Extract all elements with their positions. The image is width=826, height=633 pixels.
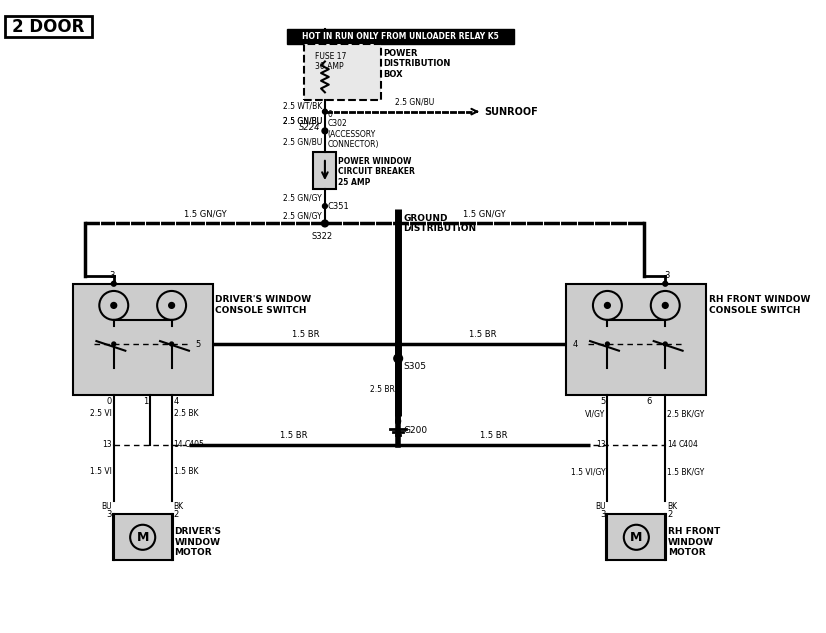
Text: RH FRONT WINDOW
CONSOLE SWITCH: RH FRONT WINDOW CONSOLE SWITCH — [709, 295, 810, 315]
Text: 2: 2 — [173, 510, 178, 518]
Text: HOT IN RUN ONLY FROM UNLOADER RELAY K5: HOT IN RUN ONLY FROM UNLOADER RELAY K5 — [302, 32, 499, 41]
Text: VI/GY: VI/GY — [586, 410, 605, 418]
Circle shape — [111, 303, 116, 308]
Bar — [313, 152, 336, 189]
Bar — [113, 514, 173, 560]
Circle shape — [394, 354, 402, 363]
Text: 4: 4 — [572, 340, 578, 349]
Text: BU: BU — [102, 502, 112, 511]
Circle shape — [396, 418, 401, 423]
Circle shape — [322, 128, 328, 134]
Text: 2.5 GN/BU: 2.5 GN/BU — [282, 116, 322, 126]
Text: 2.5 BR: 2.5 BR — [370, 385, 396, 394]
Text: C404: C404 — [679, 440, 699, 449]
Text: 1.5 VI/GY: 1.5 VI/GY — [571, 467, 605, 476]
Text: 1.5 GN/GY: 1.5 GN/GY — [463, 210, 506, 218]
Text: C302
(ACCESSORY
CONNECTOR): C302 (ACCESSORY CONNECTOR) — [328, 120, 379, 149]
Text: 2.5 GN/GY: 2.5 GN/GY — [283, 194, 322, 203]
Text: 1.5 GN/GY: 1.5 GN/GY — [183, 210, 226, 218]
Text: 2.5 BK: 2.5 BK — [173, 410, 198, 418]
Text: RH FRONT
WINDOW
MOTOR: RH FRONT WINDOW MOTOR — [668, 527, 720, 557]
Text: POWER
DISTRIBUTION
BOX: POWER DISTRIBUTION BOX — [384, 49, 451, 78]
Circle shape — [605, 342, 610, 346]
Bar — [287, 28, 514, 44]
Text: S322: S322 — [311, 232, 333, 241]
Circle shape — [662, 303, 668, 308]
Text: GROUND
DISTRIBUTION: GROUND DISTRIBUTION — [403, 214, 476, 233]
Text: C351: C351 — [328, 201, 349, 211]
Circle shape — [169, 342, 173, 346]
Text: 3: 3 — [109, 271, 115, 280]
Text: 5: 5 — [601, 396, 605, 406]
Text: 0: 0 — [107, 396, 112, 406]
Circle shape — [169, 303, 174, 308]
Text: 1.5 BR: 1.5 BR — [292, 330, 319, 339]
Text: S305: S305 — [403, 362, 426, 372]
Text: DRIVER'S WINDOW
CONSOLE SWITCH: DRIVER'S WINDOW CONSOLE SWITCH — [216, 295, 311, 315]
Circle shape — [322, 204, 327, 208]
Bar — [606, 514, 667, 560]
Text: BK: BK — [667, 502, 677, 511]
Text: POWER WINDOW
CIRCUIT BREAKER
25 AMP: POWER WINDOW CIRCUIT BREAKER 25 AMP — [339, 157, 415, 187]
Circle shape — [112, 281, 116, 286]
Text: 2: 2 — [667, 510, 672, 518]
Text: 1: 1 — [143, 396, 149, 406]
Text: 1.5 BR: 1.5 BR — [280, 431, 307, 440]
Text: 2.5 GN/GY: 2.5 GN/GY — [283, 211, 322, 220]
Text: 13: 13 — [596, 440, 605, 449]
Circle shape — [663, 342, 667, 346]
Text: M: M — [136, 531, 149, 544]
Text: 14: 14 — [667, 440, 676, 449]
Text: 4: 4 — [173, 396, 178, 406]
Text: BK: BK — [173, 502, 183, 511]
Text: 3: 3 — [107, 510, 112, 518]
Bar — [567, 284, 706, 394]
Text: 13: 13 — [102, 440, 112, 449]
Circle shape — [662, 281, 667, 286]
Text: 0: 0 — [328, 110, 333, 119]
Bar — [5, 16, 92, 37]
Text: 2.5 GN/BU: 2.5 GN/BU — [282, 116, 322, 126]
Text: 1.5 BK/GY: 1.5 BK/GY — [667, 467, 705, 476]
Text: 2.5 BK/GY: 2.5 BK/GY — [667, 410, 705, 418]
Text: 2.5 WT/BK: 2.5 WT/BK — [282, 101, 322, 110]
Text: 2.5 GN/BU: 2.5 GN/BU — [282, 138, 322, 147]
Text: SUNROOF: SUNROOF — [484, 106, 538, 116]
Text: 2.5 GN/BU: 2.5 GN/BU — [395, 98, 434, 107]
Text: M: M — [630, 531, 643, 544]
Circle shape — [112, 342, 116, 346]
Text: 2 DOOR: 2 DOOR — [12, 18, 84, 36]
Text: 2.5 VI: 2.5 VI — [90, 410, 112, 418]
Text: 1.5 VI: 1.5 VI — [90, 467, 112, 476]
Text: 1.5 BR: 1.5 BR — [481, 431, 508, 440]
Circle shape — [322, 110, 327, 114]
Text: 6: 6 — [646, 396, 652, 406]
Text: C405: C405 — [185, 440, 205, 449]
Text: 1.5 BR: 1.5 BR — [468, 330, 496, 339]
Text: BU: BU — [595, 502, 605, 511]
Text: 14: 14 — [173, 440, 183, 449]
Bar — [304, 44, 381, 100]
Circle shape — [605, 303, 610, 308]
Circle shape — [321, 220, 328, 227]
Text: G200: G200 — [403, 426, 427, 435]
Text: FUSE 17
30 AMP: FUSE 17 30 AMP — [316, 52, 347, 72]
Bar — [73, 284, 212, 394]
Text: 3: 3 — [664, 271, 670, 280]
Text: 1.5 BK: 1.5 BK — [173, 467, 198, 476]
Text: S224: S224 — [298, 123, 320, 132]
Text: 5: 5 — [196, 340, 201, 349]
Text: 3: 3 — [601, 510, 605, 518]
Text: DRIVER'S
WINDOW
MOTOR: DRIVER'S WINDOW MOTOR — [174, 527, 221, 557]
